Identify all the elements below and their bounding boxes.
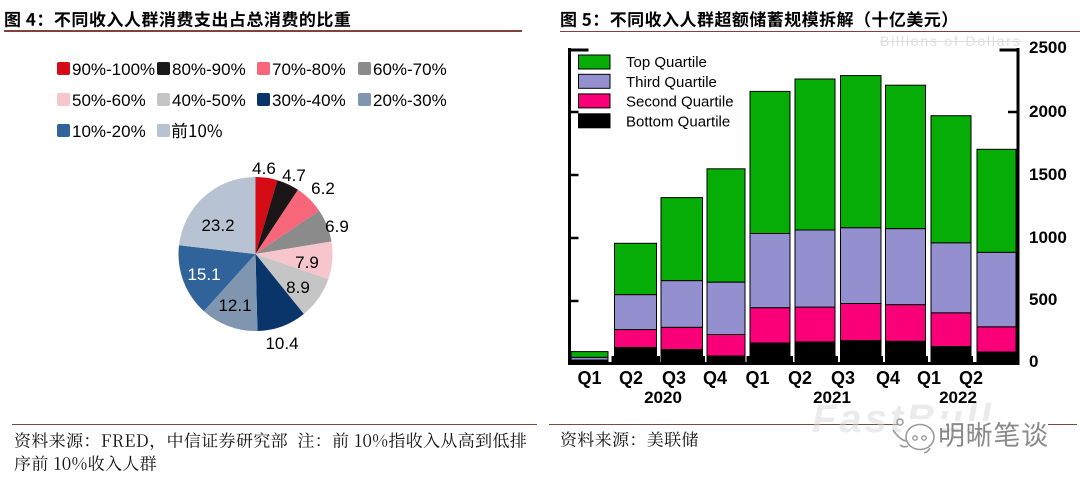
svg-text:Q3: Q3 [662,368,686,388]
svg-text:500: 500 [1029,290,1057,309]
svg-text:2000: 2000 [1029,102,1067,121]
svg-text:2022: 2022 [939,388,977,407]
svg-text:60%-70%: 60%-70% [373,60,447,79]
svg-text:30%-40%: 30%-40% [272,91,346,110]
svg-text:80%-90%: 80%-90% [172,60,246,79]
svg-text:Third Quartile: Third Quartile [626,74,717,91]
svg-text:15.1: 15.1 [187,265,220,284]
svg-text:Q3: Q3 [831,368,855,388]
svg-text:0: 0 [1029,352,1038,371]
svg-text:8.9: 8.9 [286,278,310,297]
svg-text:Q2: Q2 [619,368,643,388]
svg-text:1500: 1500 [1029,165,1067,184]
svg-text:70%-80%: 70%-80% [272,60,346,79]
svg-text:20%-30%: 20%-30% [373,91,447,110]
svg-text:2021: 2021 [813,388,851,407]
svg-text:90%-100%: 90%-100% [72,60,155,79]
svg-text:Q1: Q1 [917,368,941,388]
svg-text:1000: 1000 [1029,228,1067,247]
svg-text:Q2: Q2 [959,368,983,388]
svg-text:Q1: Q1 [745,368,769,388]
svg-text:4.7: 4.7 [282,166,306,185]
svg-text:Q1: Q1 [577,368,601,388]
svg-text:Q2: Q2 [788,368,812,388]
svg-text:Bottom Quartile: Bottom Quartile [626,113,730,130]
svg-text:2500: 2500 [1029,38,1067,57]
svg-text:6.2: 6.2 [311,179,335,198]
svg-text:23.2: 23.2 [201,216,234,235]
svg-text:10%-20%: 10%-20% [72,122,146,141]
svg-text:4.6: 4.6 [252,159,276,178]
svg-text:Q4: Q4 [876,368,900,388]
svg-text:2020: 2020 [644,388,682,407]
svg-text:50%-60%: 50%-60% [72,91,146,110]
svg-text:Top Quartile: Top Quartile [626,54,707,71]
svg-text:10.4: 10.4 [265,334,298,353]
svg-text:Q4: Q4 [703,368,727,388]
svg-text:12.1: 12.1 [218,296,251,315]
svg-text:7.9: 7.9 [295,253,319,272]
svg-text:40%-50%: 40%-50% [172,91,246,110]
svg-text:Second Quartile: Second Quartile [626,93,734,110]
svg-text:6.9: 6.9 [325,217,349,236]
